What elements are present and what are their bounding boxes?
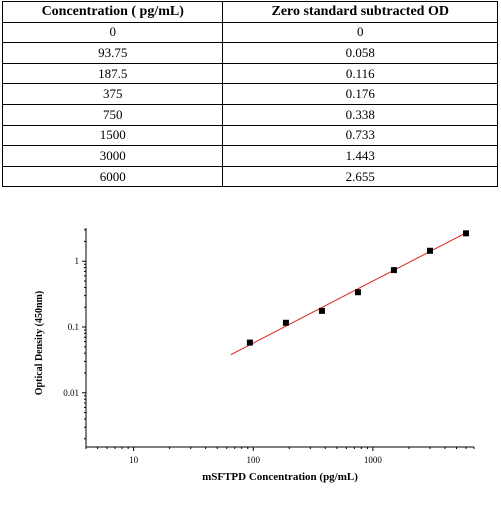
concentration-cell: 375	[1, 83, 224, 105]
concentration-cell: 3000	[1, 145, 224, 167]
table-header-row: Concentration ( pg/mL) Zero standard sub…	[1, 1, 498, 23]
table-row: 6000 2.655	[1, 165, 498, 188]
concentration-cell: 187.5	[1, 62, 224, 85]
column-header-od: Zero standard subtracted OD	[222, 1, 498, 23]
od-cell: 0.338	[222, 103, 498, 126]
fit-line	[230, 232, 467, 356]
x-tick-label: 100	[247, 455, 261, 465]
x-axis-label: mSFTPD Concentration (pg/mL)	[202, 471, 358, 483]
concentration-cell: 93.75	[1, 42, 224, 64]
standard-table: Concentration ( pg/mL) Zero standard sub…	[1, 1, 498, 188]
od-cell: 0.058	[222, 42, 498, 64]
data-point	[426, 247, 433, 254]
concentration-cell: 750	[1, 103, 224, 126]
table-row: 3000 1.443	[1, 145, 498, 167]
data-point	[462, 230, 469, 237]
table-row: 93.75 0.058	[1, 42, 498, 64]
data-point	[354, 289, 361, 296]
concentration-cell: 1500	[1, 124, 224, 147]
od-cell: 0.733	[222, 124, 498, 147]
od-cell: 2.655	[222, 165, 498, 188]
data-point	[282, 319, 289, 326]
od-cell: 1.443	[222, 145, 498, 167]
od-cell: 0.116	[222, 62, 498, 85]
concentration-cell: 6000	[1, 165, 224, 188]
table-row: 1500 0.733	[1, 124, 498, 147]
x-tick-label: 10	[129, 455, 139, 465]
data-point	[390, 267, 397, 274]
y-tick-label: 0.1	[68, 322, 79, 332]
y-axis-label: Optical Density (450nm)	[34, 291, 45, 395]
y-tick-label: 0.01	[63, 388, 79, 398]
x-tick-label: 1000	[364, 455, 383, 465]
od-cell: 0	[222, 21, 498, 44]
column-header-concentration: Concentration ( pg/mL)	[1, 1, 224, 23]
data-point	[246, 339, 253, 346]
table-row: 187.5 0.116	[1, 62, 498, 85]
y-tick-label: 1	[75, 256, 80, 266]
table-row: 750 0.338	[1, 103, 498, 126]
od-cell: 0.176	[222, 83, 498, 105]
standard-curve-chart: 0.01 0.1 1 10 100 1000 mSFTPD Concentration …	[34, 228, 475, 483]
table-row: 375 0.176	[1, 83, 498, 105]
concentration-cell: 0	[1, 21, 224, 44]
data-point	[318, 307, 325, 314]
